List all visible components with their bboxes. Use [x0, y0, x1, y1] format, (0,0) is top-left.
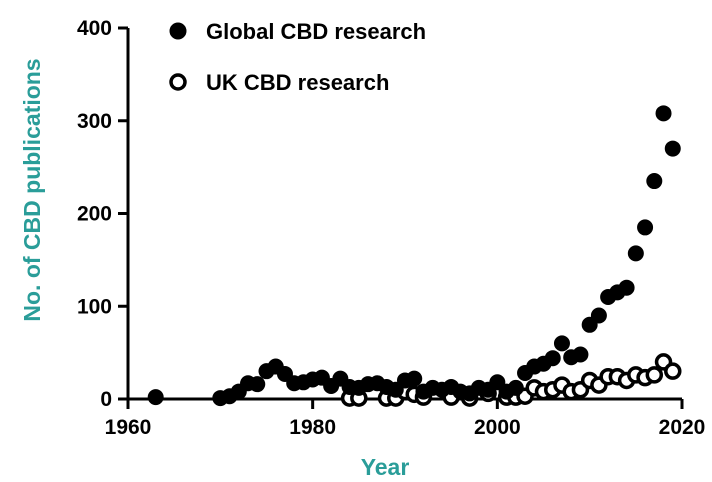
global-data-point	[147, 389, 164, 406]
legend-marker-global	[169, 22, 187, 40]
global-data-point	[618, 279, 635, 296]
global-data-point	[544, 350, 561, 367]
x-tick-label: 2000	[474, 416, 521, 439]
x-tick-label: 2020	[659, 416, 706, 439]
global-data-point	[627, 245, 644, 262]
data-points	[147, 105, 682, 407]
legend-label-global: Global CBD research	[206, 19, 426, 44]
global-data-point	[276, 365, 293, 382]
x-axis-title: Year	[361, 454, 410, 480]
global-data-point	[637, 219, 654, 236]
y-axis-title: No. of CBD publications	[19, 58, 45, 321]
y-tick-label: 100	[77, 295, 112, 318]
uk-data-point	[664, 362, 682, 380]
global-data-point	[581, 316, 598, 333]
global-data-point	[507, 379, 524, 396]
legend-marker-uk	[169, 73, 187, 91]
global-data-point	[572, 346, 589, 363]
global-data-point	[406, 370, 423, 387]
x-ticks: 1960 1980 2000 2020	[105, 399, 706, 439]
global-data-point	[387, 381, 404, 398]
x-tick-label: 1960	[105, 416, 152, 439]
global-data-point	[489, 374, 506, 391]
y-tick-label: 300	[77, 110, 112, 133]
global-data-point	[664, 140, 681, 157]
global-data-point	[553, 335, 570, 352]
global-data-point	[590, 307, 607, 324]
legend: Global CBD research UK CBD research	[169, 19, 426, 95]
y-tick-label: 0	[100, 388, 112, 411]
x-tick-label: 1980	[289, 416, 336, 439]
global-data-point	[646, 173, 663, 190]
y-ticks: 0 100 200 300 400	[77, 17, 128, 411]
global-data-point	[655, 105, 672, 122]
y-tick-label: 400	[77, 17, 112, 40]
y-tick-label: 200	[77, 203, 112, 226]
global-data-point	[249, 376, 266, 393]
uk-data-point	[645, 366, 664, 384]
legend-label-uk: UK CBD research	[206, 70, 389, 95]
